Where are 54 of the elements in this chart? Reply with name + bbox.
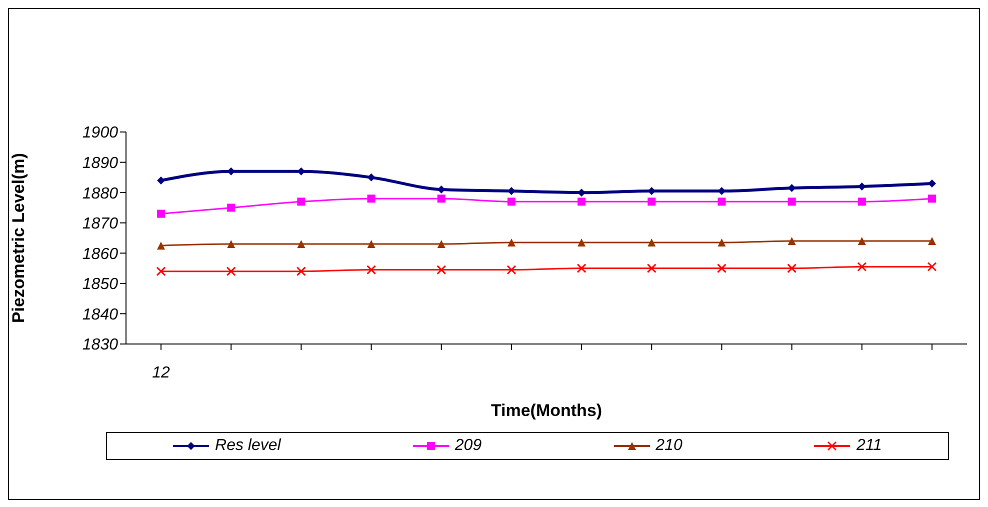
- point: [297, 198, 306, 206]
- point: [858, 237, 866, 246]
- y-tick-label: 1870: [82, 216, 118, 233]
- point: [157, 210, 165, 218]
- point: [226, 266, 236, 276]
- point: [227, 204, 236, 212]
- point: [437, 194, 446, 203]
- point: [858, 198, 866, 206]
- point: [507, 198, 516, 206]
- point: [157, 176, 165, 184]
- y-tick-label: 1860: [82, 246, 118, 263]
- point: [648, 238, 656, 247]
- point: [927, 262, 937, 272]
- x-axis-title: Time(Months): [490, 401, 602, 420]
- y-axis-title: Piezometric Level(m): [9, 152, 28, 324]
- point: [928, 237, 936, 246]
- point: [367, 194, 376, 203]
- y-tick-label: 1900: [82, 124, 118, 142]
- legend-label: 211: [855, 437, 882, 455]
- point: [576, 264, 586, 274]
- legend-label: Res level: [214, 437, 281, 455]
- point: [648, 198, 656, 206]
- x-tick-label: 12: [152, 364, 170, 382]
- point: [578, 238, 586, 247]
- point: [928, 179, 936, 188]
- point: [367, 240, 376, 248]
- point: [227, 240, 236, 248]
- point: [788, 184, 796, 192]
- point: [716, 264, 726, 274]
- y-tick-label: 1890: [82, 154, 118, 172]
- point: [156, 266, 166, 276]
- point: [788, 198, 796, 206]
- legend-label: 210: [654, 437, 682, 455]
- point: [506, 265, 516, 275]
- y-tick-label: 1830: [82, 336, 118, 354]
- legend-label: 209: [454, 437, 482, 455]
- point: [788, 237, 796, 246]
- point: [928, 194, 936, 203]
- point: [787, 264, 797, 274]
- point: [718, 198, 726, 206]
- point: [436, 265, 446, 275]
- point: [157, 242, 165, 250]
- point: [296, 266, 306, 276]
- y-tick-label: 1880: [82, 185, 118, 202]
- point: [507, 238, 516, 247]
- point: [297, 240, 306, 248]
- point: [718, 238, 726, 247]
- point: [437, 240, 446, 248]
- y-tick-label: 1850: [82, 276, 118, 294]
- point: [646, 264, 656, 274]
- point: [578, 198, 586, 206]
- y-tick-label: 1840: [82, 306, 118, 324]
- point: [366, 265, 376, 275]
- point: [857, 262, 867, 272]
